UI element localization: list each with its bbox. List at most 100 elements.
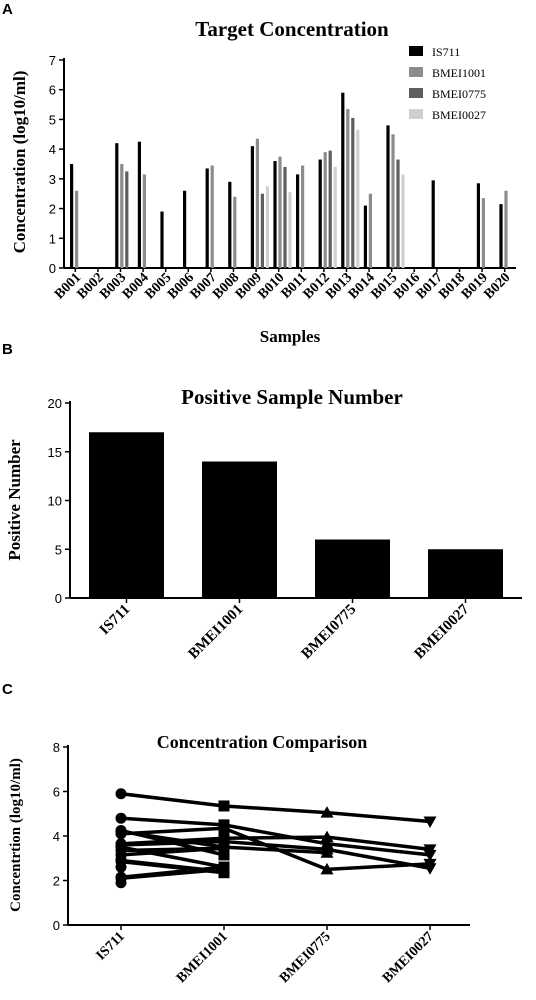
chart-a-bar <box>351 117 355 268</box>
chart-c-point <box>115 812 127 824</box>
chart-c-y-tick-label: 0 <box>53 918 60 933</box>
chart-a-bar <box>328 150 332 268</box>
chart-a-bar <box>346 109 350 269</box>
chart-a-bar <box>386 125 390 268</box>
chart-c-point <box>218 867 230 879</box>
chart-a-bar <box>160 211 164 268</box>
chart-a-y-tick-label: 0 <box>49 261 56 276</box>
chart-positive-sample-number: Positive Sample Number Positive Number 0… <box>5 385 522 662</box>
chart-c-point <box>320 846 334 858</box>
chart-c-point <box>115 824 127 836</box>
chart-c-y-tick-label: 2 <box>53 874 60 889</box>
chart-a-x-tick-label: B020 <box>481 270 513 302</box>
chart-a-bar <box>183 190 187 268</box>
chart-a-bar <box>120 164 124 268</box>
chart-c-point <box>423 844 437 856</box>
chart-c-x-tick-label: BMEI0775 <box>277 929 334 986</box>
chart-b-x-tick-label: BMEI0027 <box>412 601 473 662</box>
chart-a-y-tick-label: 6 <box>49 83 56 98</box>
chart-c-series-line <box>120 846 225 857</box>
chart-a-bar <box>504 190 508 268</box>
chart-a-xlabel: Samples <box>260 327 321 346</box>
chart-a-legend-swatch <box>409 109 423 119</box>
chart-c-point <box>320 862 334 875</box>
chart-a-bar <box>142 174 146 268</box>
chart-b-bar <box>202 461 277 598</box>
chart-c-series-line <box>120 865 225 879</box>
chart-a-bar <box>499 204 503 268</box>
chart-b-y-tick-label: 5 <box>55 542 62 557</box>
chart-a-legend-label: IS711 <box>432 45 460 59</box>
chart-a-bar <box>476 183 480 268</box>
chart-c-point <box>218 861 230 873</box>
chart-a-bar <box>341 92 345 268</box>
chart-c-y-tick-label: 6 <box>53 785 60 800</box>
chart-a-bar <box>431 180 435 268</box>
chart-c-y-tick-label: 4 <box>53 829 60 844</box>
chart-concentration-comparison: Concentration Comparison Concentrtion (l… <box>8 732 470 986</box>
chart-c-point <box>115 861 127 873</box>
chart-c-point <box>218 832 230 844</box>
chart-c-ylabel: Concentrtion (log10/ml) <box>8 758 24 912</box>
chart-c-point <box>320 830 334 843</box>
chart-a-bar <box>363 205 367 268</box>
chart-c-series-line <box>120 859 225 875</box>
chart-a-y-tick-label: 7 <box>49 53 56 68</box>
chart-a-bar <box>278 156 282 268</box>
chart-a-bar <box>368 193 372 268</box>
chart-b-x-tick-label: BMEI0775 <box>299 602 360 663</box>
chart-a-bar <box>260 193 264 268</box>
chart-a-title: Target Concentration <box>195 17 389 41</box>
chart-a-y-tick-label: 1 <box>49 231 56 246</box>
chart-c-point <box>218 800 230 812</box>
chart-a-legend-label: BMEI1001 <box>432 66 486 80</box>
chart-c-point <box>115 877 127 889</box>
chart-a-bar <box>265 186 269 268</box>
chart-a-bar <box>288 192 292 268</box>
chart-a-legend-swatch <box>409 67 423 77</box>
chart-a-ylabel: Concentration (log10/ml) <box>10 71 29 254</box>
chart-a-bar <box>318 159 322 268</box>
chart-a-bar <box>228 181 232 268</box>
chart-b-bar <box>89 432 164 598</box>
chart-c-series-line <box>120 791 431 824</box>
chart-a-bar <box>210 165 214 268</box>
chart-a-bar <box>391 134 395 268</box>
chart-a-legend-label: BMEI0027 <box>432 108 486 122</box>
chart-b-y-tick-label: 15 <box>48 445 62 460</box>
chart-b-y-tick-label: 10 <box>48 494 62 509</box>
panel-label-b: B <box>2 341 13 358</box>
chart-c-point <box>115 853 127 865</box>
chart-a-bar <box>115 143 119 268</box>
chart-b-bar <box>428 549 503 598</box>
chart-a-y-tick-label: 5 <box>49 112 56 127</box>
chart-a-legend: IS711 BMEI1001 BMEI0775 BMEI0027 <box>409 45 486 122</box>
chart-a-y-tick-label: 4 <box>49 142 56 157</box>
chart-c-point <box>218 842 230 854</box>
chart-a-legend-swatch <box>409 88 423 98</box>
chart-c-point <box>115 788 127 800</box>
chart-b-bar <box>315 539 390 598</box>
chart-a-bar <box>301 165 305 268</box>
chart-b-title: Positive Sample Number <box>181 385 403 409</box>
chart-a-bar <box>233 196 237 268</box>
chart-a-bar <box>75 190 79 268</box>
chart-a-bar <box>396 159 400 268</box>
chart-a-legend-label: BMEI0775 <box>432 87 486 101</box>
chart-c-point <box>423 816 437 829</box>
chart-c-point <box>320 806 334 818</box>
chart-b-x-tick-label: IS711 <box>97 602 134 639</box>
chart-a-bar <box>70 164 74 268</box>
chart-c-y-tick-label: 8 <box>53 740 60 755</box>
chart-a-legend-swatch <box>409 46 423 56</box>
chart-a-bar <box>125 171 129 268</box>
chart-a-bar <box>205 168 209 268</box>
chart-a-bar <box>137 141 141 268</box>
chart-c-x-tick-label: BMEI0027 <box>380 929 437 986</box>
chart-c-point <box>423 863 437 875</box>
chart-a-bar <box>323 152 327 268</box>
chart-c-title: Concentration Comparison <box>157 732 368 752</box>
chart-a-bar <box>481 198 485 268</box>
chart-a-bar <box>356 129 360 268</box>
